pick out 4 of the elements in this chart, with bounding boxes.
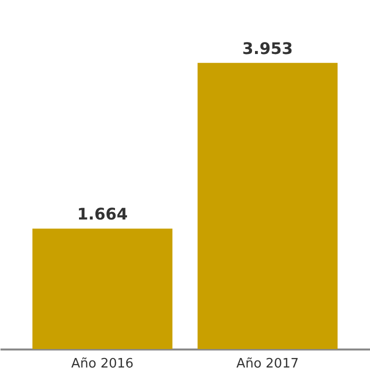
data-label: 1.664: [77, 204, 128, 224]
data-label: 3.953: [242, 38, 293, 58]
x-tick-label: Año 2017: [236, 356, 299, 370]
x-tick-label: Año 2016: [71, 356, 134, 370]
